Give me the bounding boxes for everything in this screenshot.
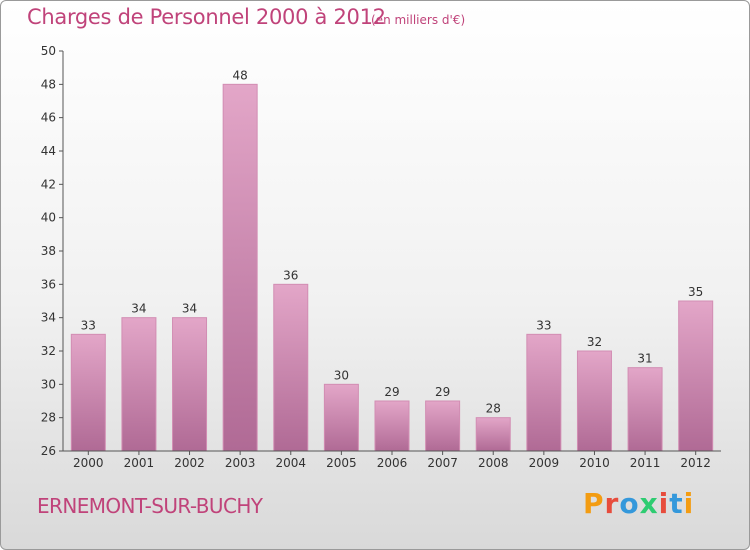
- y-tick-label: 26: [41, 444, 56, 458]
- x-tick-label: 2004: [275, 456, 306, 470]
- y-tick-label: 48: [41, 77, 56, 91]
- y-tick-label: 44: [41, 144, 56, 158]
- bar-value-label: 28: [486, 402, 501, 416]
- x-tick-label: 2001: [124, 456, 155, 470]
- bar-value-label: 29: [384, 385, 399, 399]
- x-tick-label: 2011: [630, 456, 661, 470]
- y-tick-label: 30: [41, 377, 56, 391]
- logo-letter: i: [658, 487, 670, 520]
- bar-2012: [678, 300, 714, 452]
- bar-2003: [222, 83, 258, 452]
- x-tick-label: 2003: [225, 456, 256, 470]
- bar-value-label: 34: [131, 302, 146, 316]
- y-tick-label: 38: [41, 244, 56, 258]
- y-tick-label: 46: [41, 111, 56, 125]
- location-label: ERNEMONT-SUR-BUCHY: [37, 494, 263, 518]
- logo-letter: o: [619, 487, 640, 520]
- y-tick-label: 32: [41, 344, 56, 358]
- bar-2011: [627, 367, 663, 452]
- proxiti-logo: Proxiti: [583, 487, 694, 520]
- bar-2009: [526, 333, 562, 452]
- x-tick-label: 2009: [529, 456, 560, 470]
- bars-layer: 33 34 34 48 36 30 29 29 28 33 32 31 35: [70, 68, 714, 452]
- x-tick-label: 2007: [427, 456, 458, 470]
- bar-2004: [273, 283, 309, 452]
- bar-2000: [70, 333, 106, 452]
- logo-letter: P: [583, 487, 605, 520]
- y-tick-label: 42: [41, 177, 56, 191]
- bar-2010: [576, 350, 612, 452]
- bar-2001: [121, 317, 157, 452]
- y-tick-label: 28: [41, 411, 56, 425]
- chart-subtitle: (en milliers d'€): [371, 13, 466, 27]
- x-tick-label: 2006: [377, 456, 408, 470]
- x-tick-label: 2002: [174, 456, 205, 470]
- y-tick-label: 36: [41, 277, 56, 291]
- bar-2008: [475, 417, 511, 452]
- bar-2005: [323, 383, 359, 452]
- bar-value-label: 29: [435, 385, 450, 399]
- x-tick-label: 2005: [326, 456, 357, 470]
- logo-letter: x: [639, 487, 659, 520]
- logo-letter: i: [683, 487, 695, 520]
- x-tick-label: 2010: [579, 456, 610, 470]
- bar-value-label: 36: [283, 268, 298, 282]
- bar-2007: [425, 400, 461, 452]
- bar-value-label: 32: [587, 335, 602, 349]
- logo-letter: r: [604, 487, 620, 520]
- bar-value-label: 33: [536, 318, 551, 332]
- chart-title: Charges de Personnel 2000 à 2012: [27, 5, 386, 29]
- bar-value-label: 33: [81, 318, 96, 332]
- y-tick-label: 50: [41, 44, 56, 58]
- bar-value-label: 35: [688, 285, 703, 299]
- bar-value-label: 31: [637, 352, 652, 366]
- bar-2006: [374, 400, 410, 452]
- y-tick-label: 34: [41, 311, 56, 325]
- x-tick-label: 2000: [73, 456, 104, 470]
- x-tick-label: 2012: [680, 456, 711, 470]
- bar-2002: [172, 317, 208, 452]
- bar-value-label: 30: [334, 368, 349, 382]
- bar-value-label: 48: [233, 68, 248, 82]
- x-tick-label: 2008: [478, 456, 509, 470]
- logo-letter: t: [669, 487, 684, 520]
- axis-layer: 26 28 30 32 34 36 38 40 42 44 46 48 50 2000 2001 2002 20…: [41, 44, 721, 470]
- y-tick-label: 40: [41, 211, 56, 225]
- bar-value-label: 34: [182, 302, 197, 316]
